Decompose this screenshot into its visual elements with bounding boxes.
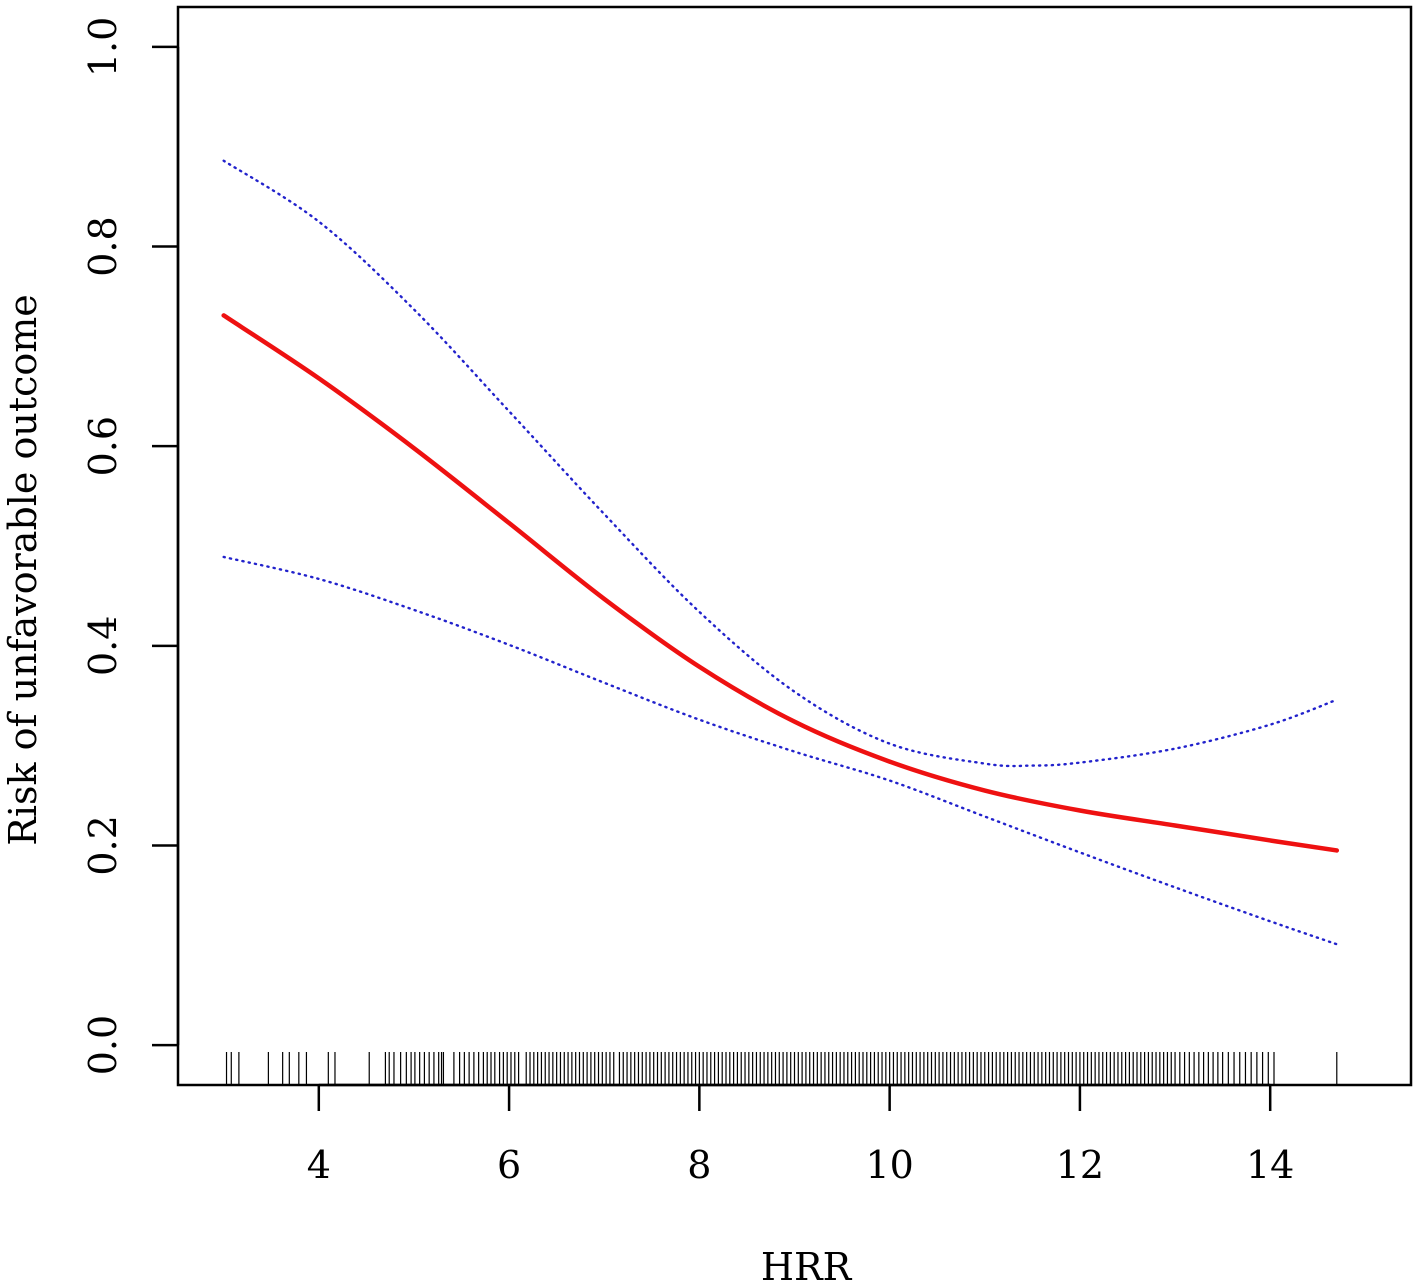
series-lines (221, 159, 1340, 946)
x-axis-title: HRR (761, 1245, 853, 1288)
y-axis: 0.0 0.2 0.4 0.6 0.8 1.0 (81, 17, 180, 1075)
x-axis: 4 6 8 10 12 14 (307, 1083, 1294, 1187)
y-axis-title: Risk of unfavorable outcome (1, 294, 45, 846)
rug-marks (225, 1052, 1338, 1085)
x-tick-label: 6 (497, 1143, 521, 1187)
series-line-upper-95ci (222, 159, 1338, 768)
y-tick-label: 0.2 (81, 815, 125, 875)
series-line-estimate (221, 313, 1340, 853)
x-tick-label: 4 (307, 1143, 331, 1187)
x-tick-label: 12 (1056, 1143, 1104, 1187)
series-line-lower-95ci (222, 555, 1338, 946)
x-tick-label: 8 (687, 1143, 711, 1187)
x-tick-label: 14 (1246, 1143, 1294, 1187)
y-tick-label: 0.4 (81, 616, 125, 676)
y-tick-label: 0.0 (81, 1015, 125, 1075)
plot-frame (176, 5, 1413, 1087)
y-tick-label: 0.8 (81, 216, 125, 276)
x-tick-label: 10 (865, 1143, 913, 1187)
y-tick-label: 0.6 (81, 416, 125, 476)
y-tick-label: 1.0 (81, 17, 125, 77)
